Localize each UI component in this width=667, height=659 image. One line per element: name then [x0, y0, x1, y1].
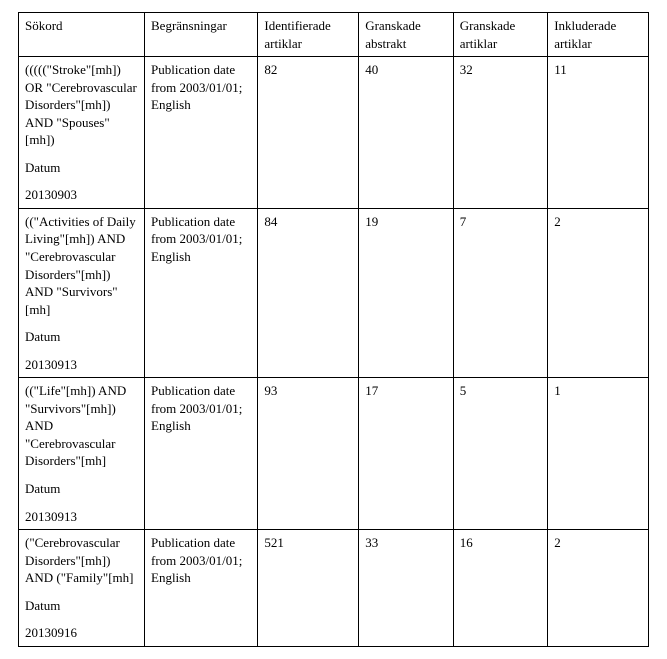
- sokord-datum-label: Datum: [25, 159, 138, 177]
- sokord-datum-label: Datum: [25, 328, 138, 346]
- cell-inkluderade: 2: [548, 208, 649, 377]
- table-header: Sökord Begränsningar Identifierade artik…: [19, 13, 649, 57]
- table-row: (("Activities of Daily Living"[mh]) AND …: [19, 208, 649, 377]
- col-header-granskade-artiklar: Granskade artiklar: [453, 13, 548, 57]
- cell-begransningar: Publication date from 2003/01/01; Englis…: [145, 57, 258, 209]
- cell-granskade-artiklar: 16: [453, 530, 548, 647]
- sokord-query: ((((("Stroke"[mh]) OR "Cerebrovascular D…: [25, 61, 138, 149]
- sokord-datum-value: 20130916: [25, 624, 138, 642]
- cell-granskade-abstrakt: 40: [359, 57, 454, 209]
- cell-begransningar: Publication date from 2003/01/01; Englis…: [145, 378, 258, 530]
- cell-begransningar: Publication date from 2003/01/01; Englis…: [145, 208, 258, 377]
- cell-granskade-artiklar: 7: [453, 208, 548, 377]
- cell-identifierade: 93: [258, 378, 359, 530]
- cell-sokord: (("Life"[mh]) AND "Survivors"[mh]) AND "…: [19, 378, 145, 530]
- cell-identifierade: 82: [258, 57, 359, 209]
- cell-granskade-abstrakt: 19: [359, 208, 454, 377]
- cell-sokord: ("Cerebrovascular Disorders"[mh]) AND ("…: [19, 530, 145, 647]
- cell-inkluderade: 11: [548, 57, 649, 209]
- cell-sokord: (("Activities of Daily Living"[mh]) AND …: [19, 208, 145, 377]
- cell-identifierade: 521: [258, 530, 359, 647]
- table-row: ((((("Stroke"[mh]) OR "Cerebrovascular D…: [19, 57, 649, 209]
- cell-inkluderade: 1: [548, 378, 649, 530]
- sokord-datum-value: 20130903: [25, 186, 138, 204]
- cell-granskade-abstrakt: 17: [359, 378, 454, 530]
- cell-identifierade: 84: [258, 208, 359, 377]
- sokord-query: (("Activities of Daily Living"[mh]) AND …: [25, 213, 138, 318]
- search-results-table: Sökord Begränsningar Identifierade artik…: [18, 12, 649, 647]
- sokord-query: ("Cerebrovascular Disorders"[mh]) AND ("…: [25, 534, 138, 587]
- col-header-sokord: Sökord: [19, 13, 145, 57]
- table-header-row: Sökord Begränsningar Identifierade artik…: [19, 13, 649, 57]
- cell-begransningar: Publication date from 2003/01/01; Englis…: [145, 530, 258, 647]
- cell-granskade-abstrakt: 33: [359, 530, 454, 647]
- table-body: ((((("Stroke"[mh]) OR "Cerebrovascular D…: [19, 57, 649, 647]
- table-row: ("Cerebrovascular Disorders"[mh]) AND ("…: [19, 530, 649, 647]
- col-header-inkluderade: Inkluderade artiklar: [548, 13, 649, 57]
- sokord-datum-label: Datum: [25, 480, 138, 498]
- cell-granskade-artiklar: 32: [453, 57, 548, 209]
- cell-granskade-artiklar: 5: [453, 378, 548, 530]
- cell-inkluderade: 2: [548, 530, 649, 647]
- sokord-datum-label: Datum: [25, 597, 138, 615]
- table-row: (("Life"[mh]) AND "Survivors"[mh]) AND "…: [19, 378, 649, 530]
- col-header-granskade-abstrakt: Granskade abstrakt: [359, 13, 454, 57]
- col-header-begransningar: Begränsningar: [145, 13, 258, 57]
- sokord-query: (("Life"[mh]) AND "Survivors"[mh]) AND "…: [25, 382, 138, 470]
- sokord-datum-value: 20130913: [25, 356, 138, 374]
- sokord-datum-value: 20130913: [25, 508, 138, 526]
- col-header-identifierade: Identifierade artiklar: [258, 13, 359, 57]
- cell-sokord: ((((("Stroke"[mh]) OR "Cerebrovascular D…: [19, 57, 145, 209]
